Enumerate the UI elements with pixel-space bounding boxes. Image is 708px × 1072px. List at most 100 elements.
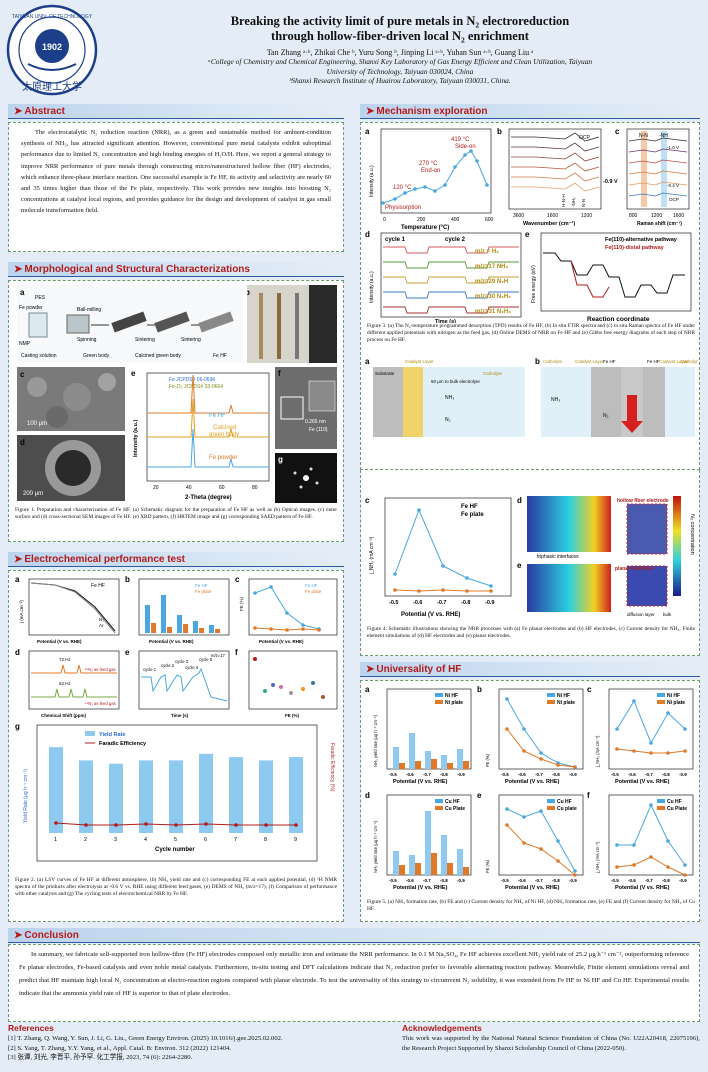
xrd-label: Fe powder xyxy=(209,455,237,461)
data-point xyxy=(615,727,619,731)
tpd-tick: 600 xyxy=(485,217,494,223)
raman-note: -1.0 V xyxy=(667,145,679,150)
ftir-tick: 1200 xyxy=(581,213,592,219)
data-point xyxy=(666,865,670,869)
g-tick: 2 xyxy=(84,837,87,843)
a-title: Fe HF xyxy=(91,583,105,589)
xrd-tick: 20 xyxy=(153,485,159,491)
plot-frame xyxy=(498,794,584,876)
legend: Ni plate xyxy=(667,700,685,706)
fig1-stage-calcined: Calcined green body xyxy=(135,353,181,359)
legend: Cu plate xyxy=(557,806,577,812)
axis-label: Chemical Shift (ppm) xyxy=(41,713,87,718)
axis-label: j_NH₃ (mA cm⁻²) xyxy=(369,536,375,575)
fig4c-tick: -0.9 xyxy=(485,600,494,606)
ftir-note: H-N-H xyxy=(561,194,566,207)
fig5-tick: -0.8 xyxy=(552,878,560,883)
fig4b-note: N₂ xyxy=(603,413,609,419)
fig4d-note: hollow fiber electrode xyxy=(617,498,669,504)
fig1-step-nmp: NMP xyxy=(19,341,31,347)
nmr-note: ¹⁵N₂ as feed gas xyxy=(85,667,116,672)
axis-label: NH₃ yield rate (μg h⁻¹ cm⁻²) xyxy=(373,820,378,873)
plot-frame xyxy=(146,372,270,482)
g-tick: 1 xyxy=(54,837,57,843)
fig1-g-saed: g xyxy=(275,453,337,503)
data-point xyxy=(539,809,543,813)
affiliation-b: ᵇShanxi Research Institute of Huairou La… xyxy=(289,76,511,85)
fig5-tick: -0.9 xyxy=(679,772,687,777)
plot-frame xyxy=(248,578,338,636)
tpd-point xyxy=(485,183,489,187)
legend: Fe HF xyxy=(461,504,478,510)
data-point xyxy=(632,843,636,847)
fig5-tick: -0.6 xyxy=(406,772,414,777)
bar-hf xyxy=(457,749,463,769)
fig1-step-fe-powder: Fe powder xyxy=(19,305,43,311)
tpd-point xyxy=(403,191,407,195)
yield-bar xyxy=(259,760,273,833)
plot-frame xyxy=(508,128,602,210)
data-point xyxy=(505,697,509,701)
section-morph-heading: ➤ Morphological and Structural Characteri… xyxy=(8,262,344,277)
axis-label: Potential (V vs. RHE) xyxy=(615,779,670,785)
data-point xyxy=(615,843,619,847)
fig2-caption: Figure 2. (a) LSV curves of Fe HF at dif… xyxy=(15,877,337,897)
dems-line xyxy=(383,246,519,254)
g-tick: 6 xyxy=(204,837,207,843)
g-tick: 9 xyxy=(294,837,297,843)
ftir-note: -0.9 V xyxy=(603,179,618,185)
plot-frame xyxy=(380,232,522,318)
fig5-tick: -0.8 xyxy=(662,878,670,883)
legend: Ni HF xyxy=(667,693,680,699)
bar-feplate xyxy=(215,629,220,633)
data-point xyxy=(632,863,636,867)
axis-label: Potential (V vs. RHE) xyxy=(615,885,670,891)
data-point xyxy=(632,699,636,703)
fig4e-simulation xyxy=(527,564,611,612)
fig5-tick: -0.5 xyxy=(501,772,509,777)
axis-label: Potential (V vs. RHE) xyxy=(259,639,304,644)
data-point xyxy=(683,749,687,753)
data-point xyxy=(632,749,636,753)
yield-bar xyxy=(109,763,123,833)
data-point xyxy=(666,711,670,715)
yield-bar xyxy=(79,760,93,833)
legend: Ni plate xyxy=(445,700,463,706)
xrd-trace xyxy=(147,428,269,468)
panel-label: a xyxy=(365,685,370,694)
abstract-text: The electrocatalytic N₂ reduction reacti… xyxy=(21,129,331,215)
fe-point xyxy=(234,823,238,827)
fe-point xyxy=(84,823,88,827)
axis-label: Wavenumber (cm⁻¹) xyxy=(523,220,575,227)
data-point xyxy=(505,807,509,811)
bar-fehf xyxy=(209,625,214,633)
fig5-tick: -0.7 xyxy=(535,878,543,883)
legend: Fe plate xyxy=(195,589,212,594)
legend: Fe HF xyxy=(195,583,208,588)
fig5-tick: -0.8 xyxy=(552,772,560,777)
axis-label: FE (%) xyxy=(239,596,244,611)
legend: Cu Plate xyxy=(667,806,687,812)
svg-text:1902: 1902 xyxy=(42,42,62,52)
comparison-point xyxy=(279,685,283,689)
fig1-caption: Figure 1. Preparation and characterizati… xyxy=(15,507,337,520)
fe-point xyxy=(204,822,208,826)
data-point xyxy=(615,747,619,751)
bar-hf xyxy=(393,851,399,875)
legend-swatch xyxy=(435,806,443,810)
scale-d: 200 μm xyxy=(23,491,43,497)
fig5-tick: -0.9 xyxy=(569,772,577,777)
raman-tick: 1600 xyxy=(673,213,684,219)
legend: Fe(110)-alternative pathway xyxy=(605,237,678,243)
dems-trace xyxy=(141,667,228,702)
legend: Ni HF xyxy=(557,693,570,699)
panel-label: g xyxy=(15,722,20,731)
fig5-tick: -0.9 xyxy=(569,878,577,883)
tpd-point xyxy=(443,183,447,187)
fig4b-note: NH₃ xyxy=(551,397,560,403)
raman-note: -0.4 V xyxy=(667,183,679,188)
dems-line xyxy=(383,306,519,314)
bar-feplate xyxy=(183,624,188,633)
fig4-c-chart: c Fe HF Fe plate -0.5 -0.6 -0.7 -0.8 -0.9 Potent… xyxy=(365,496,512,618)
tpd-point xyxy=(381,201,385,205)
